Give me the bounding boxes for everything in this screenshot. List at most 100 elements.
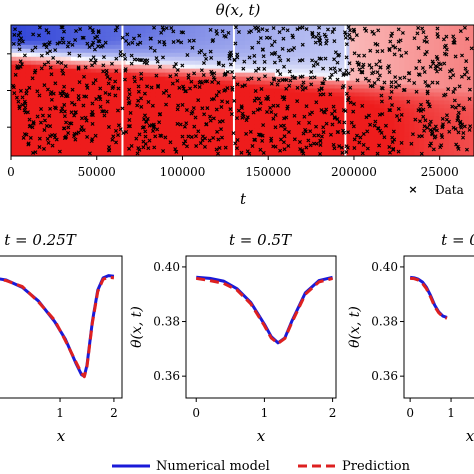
heatmap-cell (274, 28, 281, 34)
heatmap-cell (324, 140, 331, 145)
heatmap-cell (145, 136, 151, 141)
heatmap-cell (60, 60, 67, 66)
heatmap-cell (309, 36, 316, 42)
heatmap-cell (404, 52, 410, 58)
heatmap-cell (90, 72, 97, 78)
heatmap-cell (95, 88, 102, 94)
heatmap-cell (444, 132, 450, 137)
heatmap-cell (55, 72, 62, 78)
heatmap-data-point (440, 124, 445, 129)
heatmap-cell (230, 40, 236, 46)
heatmap-cell (259, 124, 266, 129)
heatmap-cell (25, 136, 32, 141)
heatmap-cell (369, 144, 376, 149)
heatmap-cell (200, 136, 206, 141)
heatmap-data-point (60, 68, 65, 73)
heatmap-data-point (107, 145, 112, 150)
heatmap-cell (299, 32, 306, 38)
heatmap-data-point (357, 67, 362, 72)
heatmap-cell (75, 48, 82, 54)
heatmap-cell (240, 80, 246, 86)
heatmap-cell (259, 40, 266, 46)
heatmap-data-point (101, 109, 106, 114)
heatmap-cell (329, 128, 336, 133)
heatmap-cell (324, 132, 331, 137)
heatmap-cell (60, 96, 67, 102)
heatmap-data-point (72, 134, 77, 139)
heatmap-cell (249, 132, 256, 137)
heatmap-cell (60, 52, 67, 58)
heatmap-cell (50, 124, 57, 129)
heatmap-cell (65, 136, 72, 141)
heatmap-cell (100, 100, 107, 105)
heatmap-cell (329, 48, 336, 54)
heatmap-data-point (444, 34, 449, 39)
heatmap-cell (125, 52, 132, 58)
heatmap-cell (90, 128, 97, 133)
heatmap-data-point (156, 84, 160, 89)
heatmap-cell (259, 144, 266, 149)
heatmap-cell (464, 76, 470, 82)
heatmap-data-point (158, 133, 163, 138)
heatmap-data-point (132, 79, 137, 84)
heatmap-cell (409, 104, 415, 109)
heatmap-data-point (285, 28, 290, 33)
heatmap-cell (115, 76, 122, 82)
heatmap-cell (11, 108, 17, 113)
heatmap-cell (369, 80, 376, 86)
heatmap-data-point (399, 112, 404, 117)
heatmap-cell (329, 108, 336, 113)
heatmap-cell (299, 108, 306, 113)
heatmap-cell (394, 116, 400, 121)
heatmap-data-point (202, 52, 207, 57)
heatmap-cell (20, 84, 27, 90)
heatmap-data-point (126, 101, 131, 106)
heatmap-cell (115, 120, 122, 125)
heatmap-cell (469, 112, 474, 117)
heatmap-cell (20, 68, 27, 74)
heatmap-cell (45, 152, 52, 156)
heatmap-cell (125, 48, 132, 54)
heatmap-cell (349, 44, 356, 50)
heatmap-cell (419, 40, 425, 46)
heatmap-data-point (60, 36, 65, 41)
heatmap-data-point (138, 40, 143, 45)
heatmap-data-point (344, 91, 349, 96)
heatmap-cell (65, 132, 72, 137)
heatmap-data-point (260, 138, 265, 143)
heatmap-cell (145, 108, 151, 113)
heatmap-cell (319, 60, 326, 66)
heatmap-cell (215, 40, 221, 46)
heatmap-cell (125, 128, 132, 133)
heatmap-data-point (390, 140, 395, 145)
heatmap-cell (80, 104, 87, 109)
heatmap-cell (75, 40, 82, 46)
heatmap-cell (165, 104, 171, 109)
heatmap-data-point (271, 76, 276, 81)
heatmap-data-point (424, 49, 429, 54)
heatmap-data-point (300, 74, 305, 79)
heatmap-cell (140, 128, 147, 133)
heatmap-cell (264, 44, 271, 50)
heatmap-cell (195, 72, 201, 78)
heatmap-cell (324, 72, 331, 78)
heatmap-data-point (178, 122, 183, 127)
heatmap-cell (374, 96, 381, 102)
heatmap-data-point (252, 53, 257, 58)
heatmap-cell (339, 148, 346, 153)
heatmap-cell (304, 48, 311, 54)
heatmap-data-point (157, 112, 162, 117)
heatmap-data-point (59, 93, 64, 98)
heatmap-data-point (275, 82, 280, 87)
heatmap-data-point (150, 103, 155, 108)
heatmap-data-point (424, 35, 429, 40)
heatmap-cell (404, 116, 410, 121)
heatmap-cell (195, 148, 201, 153)
heatmap-cell (155, 32, 161, 38)
heatmap-cell (364, 76, 371, 82)
heatmap-cell (354, 148, 361, 153)
heatmap-cell (165, 68, 171, 74)
heatmap-cell (165, 40, 171, 46)
heatmap-data-point (282, 95, 287, 100)
heatmap-cell (135, 100, 142, 105)
